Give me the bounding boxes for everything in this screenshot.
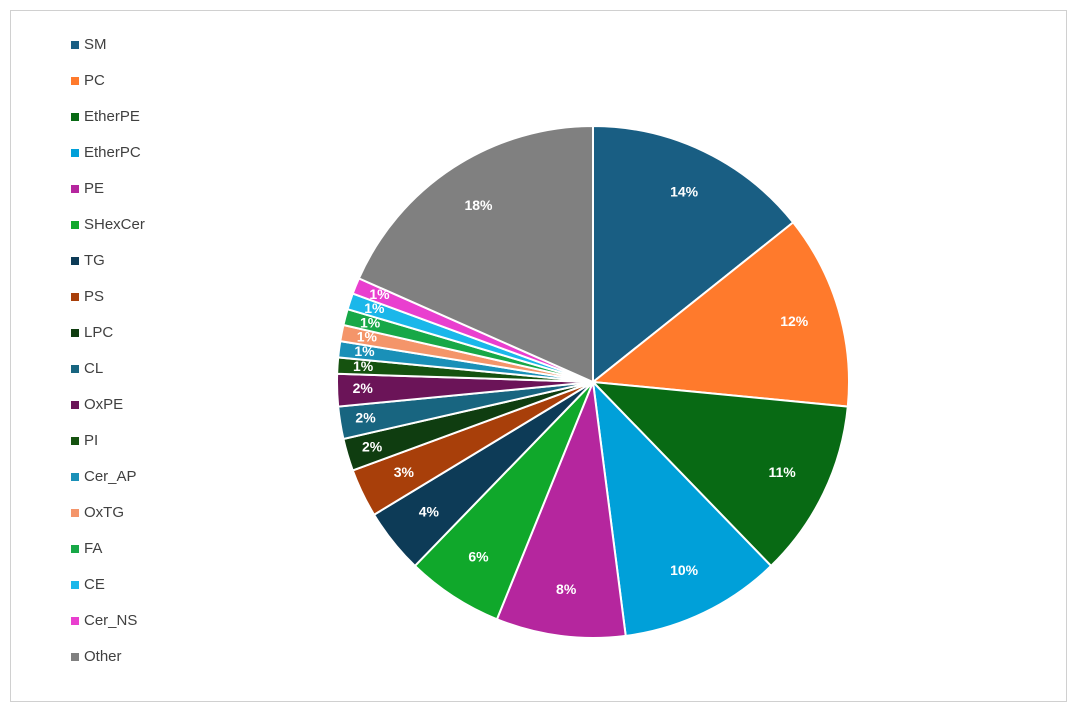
legend-label: OxPE <box>84 396 123 413</box>
legend-label: SHexCer <box>84 216 145 233</box>
pie-slice <box>590 220 850 408</box>
legend-swatch <box>71 437 79 445</box>
data-label: 1% <box>357 329 378 345</box>
data-label: 4% <box>419 504 440 520</box>
pie-slice <box>592 124 795 385</box>
legend-swatch <box>71 617 79 625</box>
data-label: 14% <box>670 184 699 200</box>
data-label: 18% <box>464 197 493 213</box>
pie-slice <box>495 378 627 639</box>
legend-label: Other <box>84 648 122 665</box>
data-label: 1% <box>353 358 374 374</box>
legend-swatch <box>71 293 79 301</box>
legend-swatch <box>71 329 79 337</box>
data-label: 3% <box>394 464 415 480</box>
data-label: 1% <box>369 286 390 302</box>
data-label: 2% <box>355 409 376 425</box>
data-label: 12% <box>780 313 809 329</box>
legend-swatch <box>71 77 79 85</box>
legend-swatch <box>71 545 79 553</box>
legend-label: Cer_NS <box>84 612 137 629</box>
data-label: 1% <box>360 314 381 330</box>
legend-label: PI <box>84 432 98 449</box>
legend-label: CE <box>84 576 105 593</box>
pie-slice <box>357 124 594 384</box>
data-label: 2% <box>362 438 383 454</box>
legend-label: PE <box>84 180 104 197</box>
legend-label: PC <box>84 72 105 89</box>
legend-label: Cer_AP <box>84 468 137 485</box>
legend-swatch <box>71 653 79 661</box>
data-label: 6% <box>468 549 489 565</box>
pie-slice <box>591 379 773 638</box>
legend-swatch <box>71 401 79 409</box>
legend-label: EtherPC <box>84 144 141 161</box>
data-label: 10% <box>670 562 699 578</box>
legend-swatch <box>71 509 79 517</box>
data-label: 8% <box>556 581 577 597</box>
legend-swatch <box>71 365 79 373</box>
legend-label: FA <box>84 540 102 557</box>
pie-slice <box>590 380 849 568</box>
legend-swatch <box>71 581 79 589</box>
data-label: 1% <box>364 300 385 316</box>
legend-swatch <box>71 221 79 229</box>
legend-label: EtherPE <box>84 108 140 125</box>
legend-label: TG <box>84 252 105 269</box>
data-label: 2% <box>353 380 374 396</box>
legend-label: PS <box>84 288 104 305</box>
data-label: 11% <box>769 464 797 480</box>
legend-swatch <box>71 473 79 481</box>
legend-label: LPC <box>84 324 113 341</box>
legend-swatch <box>71 149 79 157</box>
legend-swatch <box>71 257 79 265</box>
legend-label: SM <box>84 36 107 53</box>
legend-swatch <box>71 41 79 49</box>
legend-label: OxTG <box>84 504 124 521</box>
legend-label: CL <box>84 360 103 377</box>
data-label: 1% <box>354 343 375 359</box>
legend-swatch <box>71 185 79 193</box>
legend-swatch <box>71 113 79 121</box>
